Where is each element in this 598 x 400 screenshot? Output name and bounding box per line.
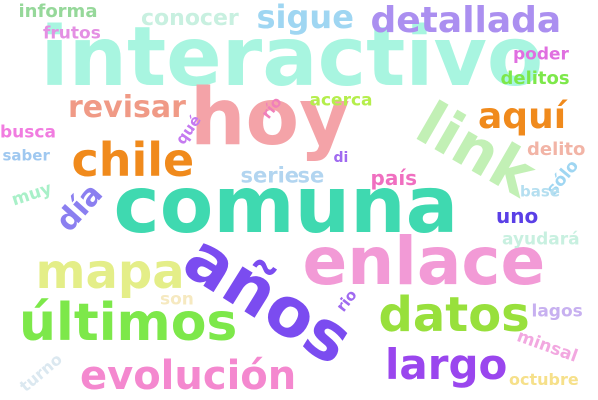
word-33: di — [333, 150, 349, 166]
word-13: detallada — [370, 0, 562, 41]
word-1: interactivo — [40, 10, 544, 105]
word-28: busca — [0, 122, 56, 143]
word-3: hoy — [190, 73, 350, 163]
word-38: son — [160, 289, 194, 310]
word-29: saber — [2, 146, 50, 165]
word-40: lagos — [531, 301, 583, 322]
word-24: país — [370, 166, 418, 190]
word-16: revisar — [68, 90, 186, 125]
word-27: poder — [513, 44, 569, 65]
word-36: base — [520, 182, 560, 201]
word-21: acerca — [309, 90, 373, 111]
word-18: conocer — [141, 6, 239, 31]
word-9: mapa — [35, 244, 185, 300]
word-34: uno — [496, 204, 539, 228]
word-10: datos — [378, 287, 530, 343]
word-12: largo — [385, 340, 508, 389]
word-11: evolución — [80, 353, 297, 399]
word-7: últimos — [19, 293, 238, 353]
word-23: se — [297, 163, 325, 188]
word-30: muy — [9, 178, 55, 211]
word-22: serie — [240, 163, 300, 188]
word-15: aquí — [478, 96, 567, 137]
word-5: enlace — [302, 223, 546, 300]
word-19: informa — [18, 1, 98, 22]
word-2: comuna — [113, 161, 459, 251]
word-42: turno — [15, 349, 66, 396]
word-43: octubre — [509, 370, 579, 389]
word-17: día — [49, 176, 111, 239]
word-26: delitos — [500, 68, 570, 89]
word-8: chile — [71, 133, 195, 187]
word-14: sigue — [256, 0, 354, 36]
word-41: minsal — [514, 326, 581, 367]
word-37: ayudará — [502, 229, 580, 250]
word-20: frutos — [43, 23, 101, 44]
word-25: delito — [527, 139, 586, 160]
